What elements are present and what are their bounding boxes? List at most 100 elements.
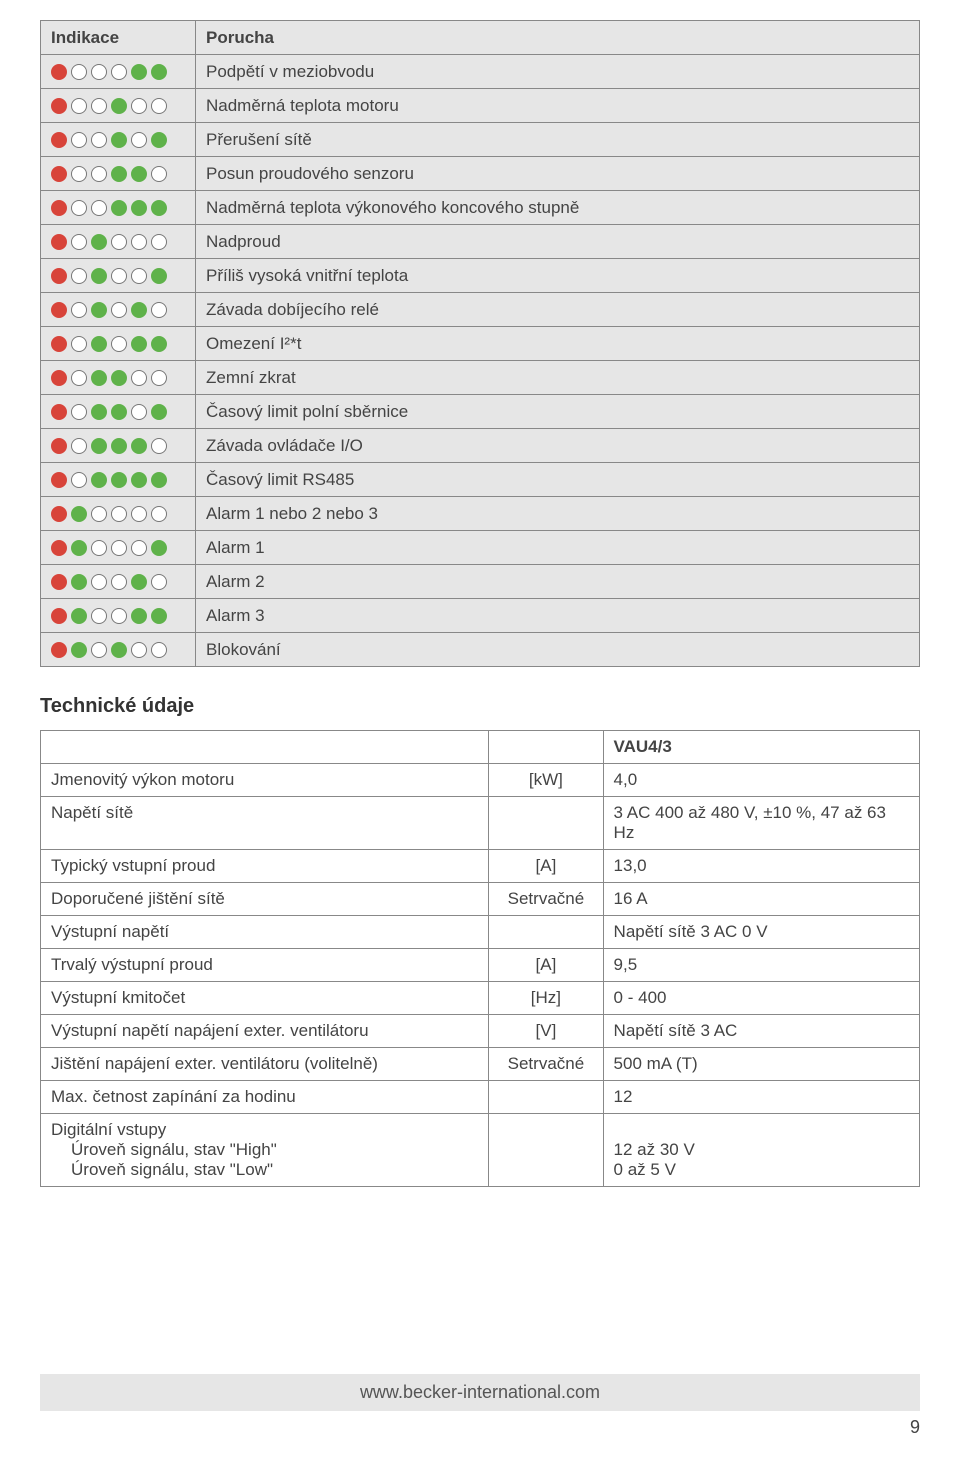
led-icon <box>131 438 147 454</box>
led-icon <box>151 200 167 216</box>
indikace-row: Závada dobíjecího relé <box>41 293 920 327</box>
indikace-text: Nadměrná teplota výkonového koncového st… <box>196 191 920 225</box>
indikace-text: Alarm 2 <box>196 565 920 599</box>
led-icon <box>151 642 167 658</box>
led-icon <box>51 336 67 352</box>
indikace-leds <box>41 463 196 497</box>
led-icon <box>131 472 147 488</box>
led-icon <box>71 472 87 488</box>
led-icon <box>71 574 87 590</box>
led-icon <box>51 132 67 148</box>
footer-url: www.becker-international.com <box>40 1374 920 1411</box>
indikace-row: Zemní zkrat <box>41 361 920 395</box>
indikace-leds <box>41 497 196 531</box>
tech-label: Trvalý výstupní proud <box>41 949 489 982</box>
tech-value: 0 - 400 <box>603 982 919 1015</box>
tech-row: Jištění napájení exter. ventilátoru (vol… <box>41 1048 920 1081</box>
indikace-text: Příliš vysoká vnitřní teplota <box>196 259 920 293</box>
indikace-leds <box>41 531 196 565</box>
tech-value: 13,0 <box>603 850 919 883</box>
led-icon <box>131 200 147 216</box>
led-icon <box>151 540 167 556</box>
indikace-row: Omezení I²*t <box>41 327 920 361</box>
led-icon <box>51 506 67 522</box>
tech-value: 12 <box>603 1081 919 1114</box>
led-icon <box>111 438 127 454</box>
led-icon <box>71 132 87 148</box>
tech-row: Typický vstupní proud[A]13,0 <box>41 850 920 883</box>
led-icon <box>111 472 127 488</box>
led-icon <box>151 574 167 590</box>
led-icon <box>91 132 107 148</box>
indikace-leds <box>41 157 196 191</box>
tech-row: Výstupní napětí Napětí sítě 3 AC 0 V <box>41 916 920 949</box>
indikace-leds <box>41 565 196 599</box>
indikace-row: Časový limit RS485 <box>41 463 920 497</box>
led-icon <box>71 642 87 658</box>
indikace-row: Podpětí v meziobvodu <box>41 55 920 89</box>
led-icon <box>111 166 127 182</box>
led-icon <box>91 268 107 284</box>
indikace-row: Alarm 2 <box>41 565 920 599</box>
indikace-row: Alarm 1 <box>41 531 920 565</box>
led-icon <box>51 302 67 318</box>
tech-row: Výstupní napětí napájení exter. ventilát… <box>41 1015 920 1048</box>
tech-row: Max. četnost zapínání za hodinu12 <box>41 1081 920 1114</box>
led-icon <box>111 200 127 216</box>
tech-label: Jmenovitý výkon motoru <box>41 764 489 797</box>
indikace-leds <box>41 293 196 327</box>
indikace-text: Omezení I²*t <box>196 327 920 361</box>
digital-in-heading: Digitální vstupy <box>51 1120 166 1139</box>
tech-value: Napětí sítě 3 AC <box>603 1015 919 1048</box>
led-icon <box>131 642 147 658</box>
led-icon <box>91 98 107 114</box>
tech-value: Napětí sítě 3 AC 0 V <box>603 916 919 949</box>
led-icon <box>51 64 67 80</box>
led-icon <box>151 268 167 284</box>
tech-value: 16 A <box>603 883 919 916</box>
led-icon <box>131 234 147 250</box>
indikace-text: Závada dobíjecího relé <box>196 293 920 327</box>
tech-value: 4,0 <box>603 764 919 797</box>
led-icon <box>91 200 107 216</box>
led-icon <box>91 506 107 522</box>
indikace-leds <box>41 429 196 463</box>
led-icon <box>91 336 107 352</box>
tech-unit <box>489 797 603 850</box>
led-icon <box>91 370 107 386</box>
tech-unit: [kW] <box>489 764 603 797</box>
tech-header-blank1 <box>41 731 489 764</box>
tech-unit: [A] <box>489 850 603 883</box>
led-icon <box>51 540 67 556</box>
tech-label: Výstupní kmitočet <box>41 982 489 1015</box>
led-icon <box>151 166 167 182</box>
tech-label: Výstupní napětí <box>41 916 489 949</box>
led-icon <box>51 574 67 590</box>
led-icon <box>111 268 127 284</box>
led-icon <box>71 404 87 420</box>
tech-digital-label: Digitální vstupyÚroveň signálu, stav "Hi… <box>41 1114 489 1187</box>
tech-value: 9,5 <box>603 949 919 982</box>
led-icon <box>131 302 147 318</box>
led-icon <box>71 98 87 114</box>
tech-unit: [V] <box>489 1015 603 1048</box>
indikace-text: Časový limit polní sběrnice <box>196 395 920 429</box>
digital-in-high-value: 12 až 30 V <box>614 1140 909 1160</box>
led-icon <box>91 64 107 80</box>
tech-table: VAU4/3 Jmenovitý výkon motoru[kW]4,0Napě… <box>40 730 920 1187</box>
digital-in-low-label: Úroveň signálu, stav "Low" <box>51 1160 478 1180</box>
led-icon <box>131 64 147 80</box>
indikace-text: Nadproud <box>196 225 920 259</box>
led-icon <box>151 438 167 454</box>
indikace-leds <box>41 55 196 89</box>
indikace-text: Alarm 1 <box>196 531 920 565</box>
led-icon <box>151 608 167 624</box>
led-icon <box>111 234 127 250</box>
led-icon <box>71 540 87 556</box>
indikace-text: Podpětí v meziobvodu <box>196 55 920 89</box>
tech-row: Napětí sítě3 AC 400 až 480 V, ±10 %, 47 … <box>41 797 920 850</box>
tech-value: 3 AC 400 až 480 V, ±10 %, 47 až 63 Hz <box>603 797 919 850</box>
tech-label: Jištění napájení exter. ventilátoru (vol… <box>41 1048 489 1081</box>
indikace-leds <box>41 191 196 225</box>
led-icon <box>131 370 147 386</box>
